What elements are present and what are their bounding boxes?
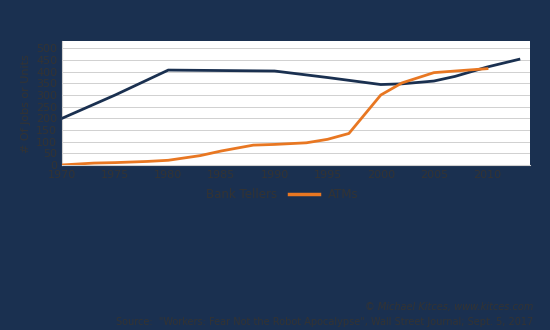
Bank Tellers <box>218 69 225 73</box>
ATMs <box>250 143 256 147</box>
Bank Tellers <box>59 116 65 120</box>
Bank Tellers <box>377 82 384 86</box>
ATMs <box>324 137 331 141</box>
Legend: Bank Tellers, ATMs: Bank Tellers, ATMs <box>163 183 364 206</box>
Line: Bank Tellers: Bank Tellers <box>62 59 519 118</box>
ATMs <box>483 67 490 71</box>
ATMs <box>218 149 225 153</box>
ATMs <box>452 69 459 73</box>
ATMs <box>165 158 172 162</box>
ATMs <box>303 141 310 145</box>
ATMs <box>144 159 150 163</box>
ATMs <box>59 163 65 167</box>
ATMs <box>345 131 352 135</box>
Bank Tellers <box>165 68 172 72</box>
Bank Tellers <box>399 82 405 86</box>
Bank Tellers <box>483 65 490 69</box>
ATMs <box>91 161 97 165</box>
Bank Tellers <box>112 93 118 97</box>
Bank Tellers <box>324 76 331 80</box>
Bank Tellers <box>452 74 459 78</box>
ATMs <box>399 81 405 85</box>
ATMs <box>197 154 204 158</box>
ATMs <box>112 161 118 165</box>
Text: © Michael Kitces, www.kitces.com: © Michael Kitces, www.kitces.com <box>365 302 534 312</box>
Text: Source:  "Workers: Fear Not the Robot Apocalypse", Wall Street Journal; Sept. 5,: Source: "Workers: Fear Not the Robot Apo… <box>116 317 534 327</box>
ATMs <box>377 93 384 97</box>
Bank Tellers <box>515 57 522 61</box>
Line: ATMs: ATMs <box>62 69 487 165</box>
ATMs <box>271 143 278 147</box>
ATMs <box>431 71 437 75</box>
Y-axis label: # Of Jobs or Units: # Of Jobs or Units <box>20 54 30 152</box>
Title: IMPACT OF RISE OF ATMS ON HUMAN BANK TELLER JOBS: IMPACT OF RISE OF ATMS ON HUMAN BANK TEL… <box>53 18 538 33</box>
Bank Tellers <box>271 69 278 73</box>
Bank Tellers <box>431 79 437 83</box>
